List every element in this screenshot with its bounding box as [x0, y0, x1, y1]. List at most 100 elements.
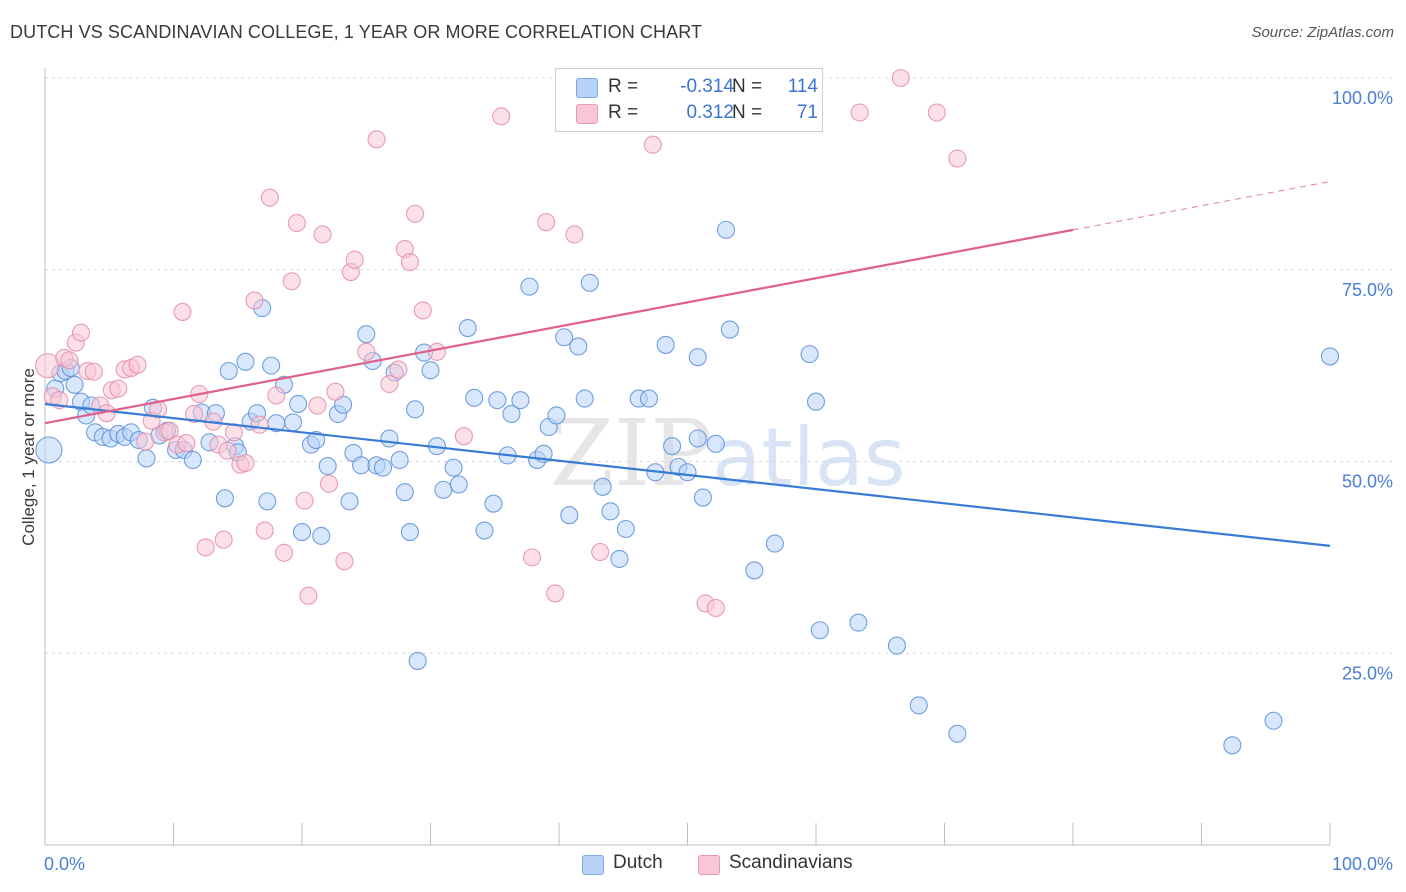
legend-r-label: R =	[608, 102, 639, 123]
dutch-point	[488, 391, 507, 410]
dutch-point	[656, 335, 675, 354]
scandinavian-point	[380, 374, 399, 394]
dutch-point	[547, 406, 566, 425]
scandinavian-point	[136, 432, 155, 451]
scandinavian-point	[260, 188, 279, 207]
scandinavian-point	[345, 250, 364, 269]
bottom-legend-label-dutch: Dutch	[613, 852, 663, 873]
dutch-point	[484, 494, 503, 513]
dutch-point	[1320, 347, 1340, 366]
x-tick-label: 100.0%	[1332, 854, 1393, 874]
dutch-point	[639, 389, 659, 408]
scandinavian-point	[537, 213, 556, 232]
watermark: ZIPatlas	[550, 400, 906, 507]
scandinavian-point	[214, 530, 233, 549]
scandinavian-point	[643, 135, 662, 154]
dutch-point	[357, 325, 376, 344]
dutch-point	[65, 375, 84, 394]
scandinavian-trend-extension	[1072, 180, 1331, 231]
dutch-point	[593, 477, 612, 496]
dutch-point	[289, 394, 308, 414]
scandinavian-point	[389, 360, 408, 379]
scandinavian-point	[236, 453, 255, 473]
scandinavian-point	[245, 291, 264, 310]
dutch-point	[511, 391, 530, 410]
dutch-point	[307, 430, 326, 450]
legend-r-label: R =	[608, 76, 639, 97]
chart-title: DUTCH VS SCANDINAVIAN COLLEGE, 1 YEAR OR…	[10, 22, 703, 42]
scandinavian-point	[335, 552, 354, 571]
dutch-point	[352, 456, 371, 475]
dutch-point	[806, 392, 826, 411]
dutch-point	[219, 361, 238, 381]
scandinavian-point	[308, 396, 327, 415]
scandinavian-point	[413, 301, 432, 320]
dutch-point	[569, 337, 588, 356]
legend-n-value: 71	[796, 102, 818, 123]
dutch-point	[575, 389, 594, 408]
scandinavian-point	[109, 379, 128, 398]
dutch-point	[601, 502, 620, 521]
dutch-point	[560, 506, 579, 525]
tick-labels: 25.0% 50.0% 75.0% 100.0% 0.0% 100.0%	[44, 88, 1393, 874]
scandinavian-point	[128, 355, 147, 374]
legend-r-value: 0.312	[686, 102, 734, 123]
dutch-point	[663, 437, 682, 456]
legend-n-label: N =	[732, 102, 763, 123]
scandinavian-point	[282, 272, 301, 291]
scandinavian-point	[185, 404, 204, 423]
dutch-point	[555, 328, 574, 347]
dutch-point	[502, 404, 521, 423]
dutch-trend-line	[44, 402, 1331, 547]
dutch-point	[35, 436, 63, 464]
dutch-point	[765, 534, 784, 553]
dutch-point	[887, 636, 907, 655]
dutch-point	[706, 434, 725, 453]
dutch-point	[283, 413, 303, 432]
scandinavian-point	[546, 584, 565, 603]
legend-n-label: N =	[732, 76, 763, 97]
scandinavian-point	[84, 362, 103, 381]
dutch-point	[688, 348, 707, 367]
correlation-legend: R = -0.314 N = 114 R = 0.312 N = 71	[555, 68, 823, 132]
scandinavian-point	[287, 213, 306, 233]
legend-n-value: 114	[787, 76, 818, 97]
dutch-point	[475, 521, 494, 540]
dutch-point	[340, 492, 359, 511]
scandinavian-point	[565, 225, 584, 244]
dutch-point	[610, 549, 629, 568]
source-credit: Source: ZipAtlas.com	[1251, 24, 1394, 41]
dutch-point	[909, 696, 928, 715]
legend-r-value: -0.314	[680, 76, 734, 97]
scandinavian-point	[71, 323, 91, 342]
scandinavian-trend-line	[44, 228, 1074, 425]
scandinavian-point	[326, 382, 345, 401]
scandinavian-point	[255, 521, 274, 540]
scandinavian-point	[427, 342, 446, 361]
scandinavian-point	[173, 302, 192, 321]
dutch-point	[390, 450, 409, 470]
dutch-point	[434, 480, 453, 499]
y-axis-label: College, 1 year or more	[19, 368, 38, 546]
dutch-point	[444, 458, 463, 477]
y-tick-label: 50.0%	[1342, 472, 1393, 492]
scandinavian-point	[454, 427, 473, 446]
scandinavian-point	[313, 225, 332, 244]
dutch-point	[380, 429, 399, 448]
scandinavian-point	[160, 421, 179, 440]
dutch-point	[688, 429, 707, 448]
dutch-point	[421, 361, 440, 380]
dutch-point	[580, 273, 599, 292]
dutch-point	[1223, 736, 1242, 755]
dutch-point	[678, 463, 697, 482]
watermark-zip: ZIP	[550, 400, 713, 507]
scandinavian-point	[218, 441, 237, 460]
scandinavian-point	[177, 434, 196, 453]
scandinavian-point	[591, 542, 610, 562]
scandinavian-point	[196, 538, 215, 557]
dutch-point	[312, 526, 331, 545]
scandinavian-point	[367, 130, 386, 149]
legend-swatch-scandinavians	[576, 104, 598, 124]
dutch-point	[1264, 711, 1283, 730]
